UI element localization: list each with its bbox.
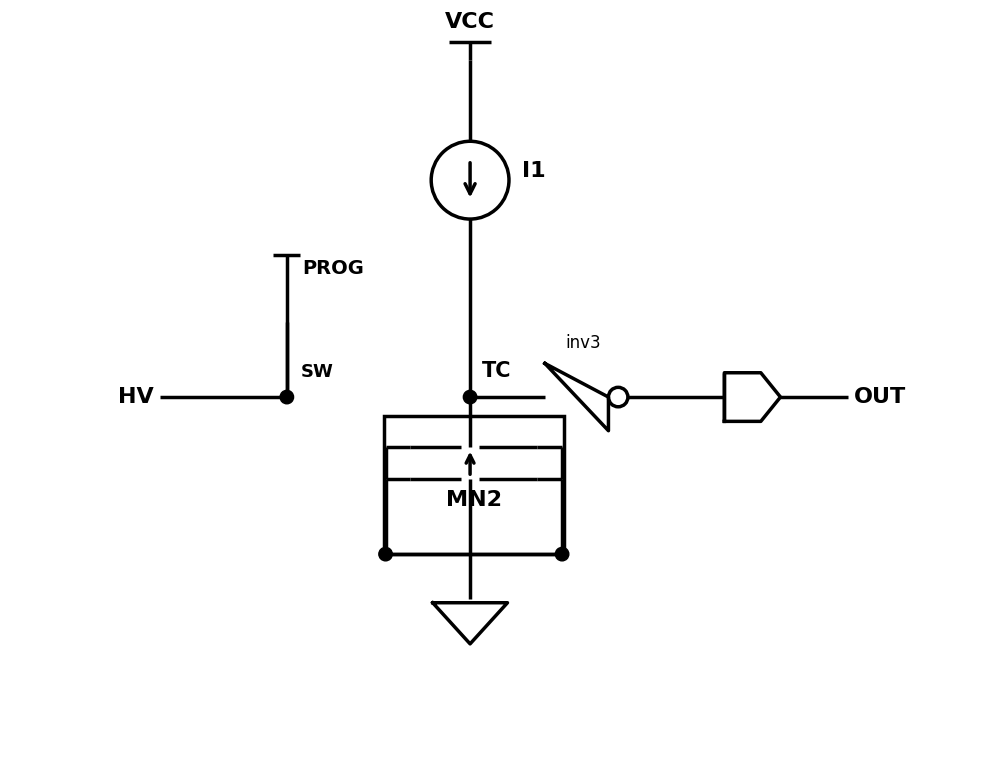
Text: TC: TC: [482, 361, 512, 381]
Text: inv3: inv3: [565, 334, 601, 353]
Circle shape: [463, 391, 477, 404]
Bar: [384, 416, 564, 554]
Circle shape: [555, 547, 569, 561]
Text: SW: SW: [300, 362, 333, 381]
Text: I1: I1: [522, 161, 546, 181]
Text: OUT: OUT: [854, 387, 906, 407]
Circle shape: [280, 391, 294, 404]
Text: HV: HV: [118, 387, 154, 407]
Text: PROG: PROG: [302, 259, 364, 278]
Text: VCC: VCC: [445, 12, 495, 32]
Circle shape: [379, 547, 392, 561]
Text: MN2: MN2: [446, 490, 502, 510]
